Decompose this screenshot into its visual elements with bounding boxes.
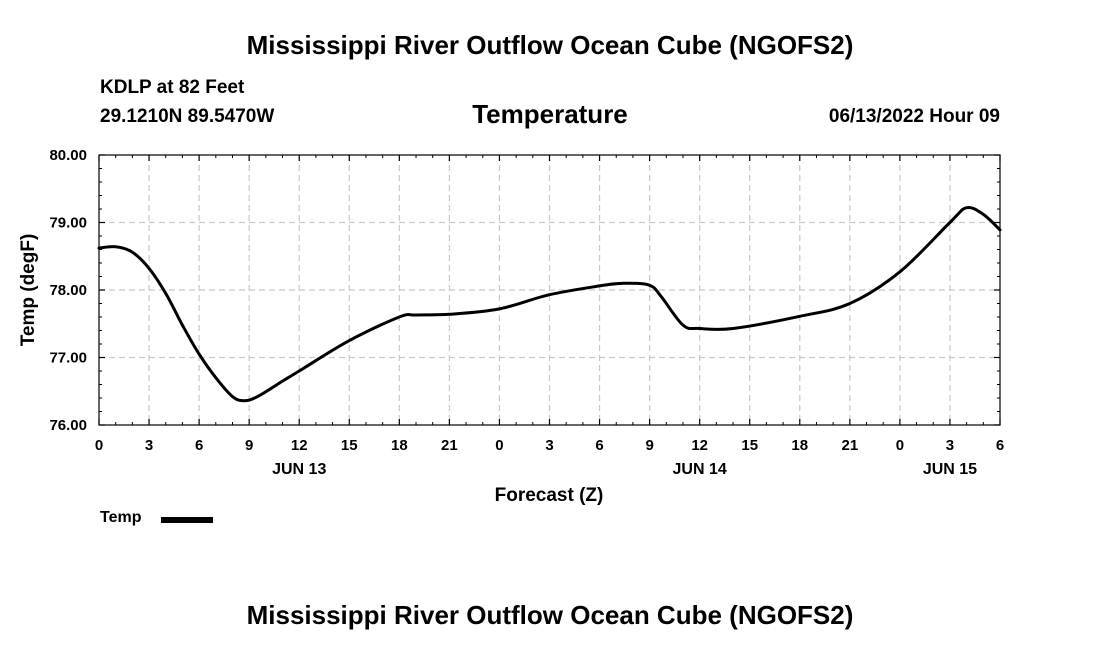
x-tick-label: 0 xyxy=(896,437,904,454)
x-tick-label: 9 xyxy=(245,437,253,454)
x-tick-label: 12 xyxy=(691,437,708,454)
date-label: JUN 15 xyxy=(923,461,977,478)
x-tick-label: 9 xyxy=(645,437,653,454)
series-line-temp xyxy=(97,205,1002,403)
x-tick-label: 15 xyxy=(341,437,358,454)
station-label: KDLP at 82 Feet xyxy=(100,77,245,98)
x-tick-label: 18 xyxy=(791,437,808,454)
y-tick-label: 79.00 xyxy=(49,215,87,232)
x-tick-label: 3 xyxy=(946,437,954,454)
date-labels: JUN 13 JUN 14 JUN 15 xyxy=(272,461,977,478)
y-tick-label: 77.00 xyxy=(49,350,87,367)
x-tick-label: 3 xyxy=(545,437,553,454)
page-title: Mississippi River Outflow Ocean Cube (NG… xyxy=(246,30,854,60)
x-tick-label: 21 xyxy=(441,437,458,454)
date-label: JUN 14 xyxy=(673,461,727,478)
date-label: JUN 13 xyxy=(272,461,326,478)
x-tick-labels: 0 3 6 9 12 15 18 21 0 3 6 9 12 15 18 21 0 3 6 xyxy=(95,437,1004,454)
axis-ticks xyxy=(98,154,1001,426)
x-tick-label: 15 xyxy=(741,437,758,454)
x-tick-label: 6 xyxy=(195,437,203,454)
legend-label: Temp xyxy=(100,509,142,526)
station-coordinates: 29.1210N 89.5470W xyxy=(100,106,275,127)
x-tick-label: 18 xyxy=(391,437,408,454)
y-tick-label: 80.00 xyxy=(49,147,87,164)
x-tick-label: 0 xyxy=(95,437,103,454)
x-tick-label: 12 xyxy=(291,437,308,454)
x-axis-label: Forecast (Z) xyxy=(495,485,604,506)
x-tick-label: 6 xyxy=(595,437,603,454)
x-tick-label: 0 xyxy=(495,437,503,454)
series-lines xyxy=(97,205,1002,403)
footer-title: Mississippi River Outflow Ocean Cube (NG… xyxy=(246,600,854,630)
legend: Temp xyxy=(100,509,141,527)
run-timestamp: 06/13/2022 Hour 09 xyxy=(828,106,1000,127)
x-tick-label: 6 xyxy=(996,437,1004,454)
x-tick-label: 21 xyxy=(841,437,858,454)
y-tick-labels: 76.00 77.00 78.00 79.00 80.00 xyxy=(49,147,87,434)
y-tick-label: 78.00 xyxy=(49,282,87,299)
x-tick-label: 3 xyxy=(145,437,153,454)
grid-lines xyxy=(99,155,1000,425)
y-tick-label: 76.00 xyxy=(49,417,87,434)
legend-swatch xyxy=(161,517,213,523)
y-axis-label: Temp (degF) xyxy=(18,234,39,347)
chart-title: Temperature xyxy=(472,99,628,129)
